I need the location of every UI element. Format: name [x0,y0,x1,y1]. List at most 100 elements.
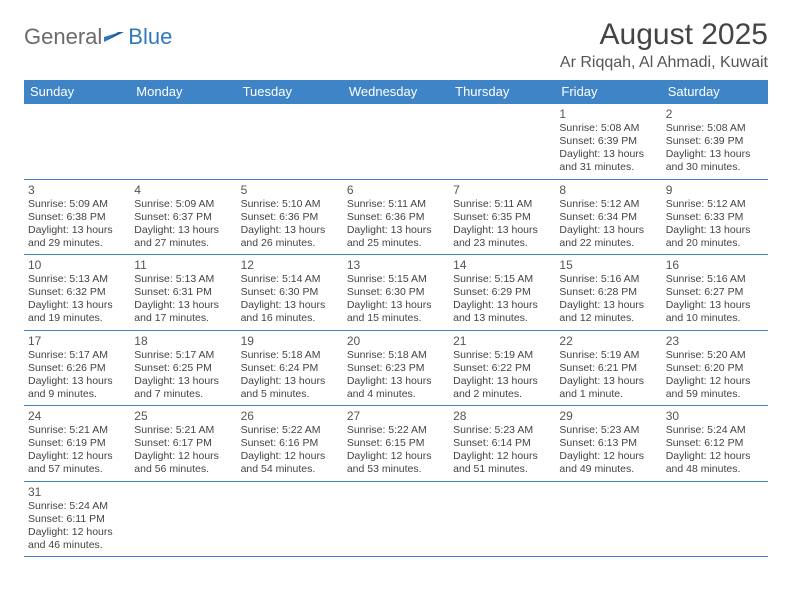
calendar-cell: 8Sunrise: 5:12 AMSunset: 6:34 PMDaylight… [555,179,661,255]
day-details: Sunrise: 5:19 AMSunset: 6:21 PMDaylight:… [559,349,657,402]
day-number: 17 [28,334,126,348]
day-details: Sunrise: 5:22 AMSunset: 6:16 PMDaylight:… [241,424,339,477]
daylight-line: Daylight: 13 hours and 23 minutes. [453,224,551,250]
day-details: Sunrise: 5:11 AMSunset: 6:35 PMDaylight:… [453,198,551,251]
sunrise-line: Sunrise: 5:19 AM [559,349,657,362]
sunrise-line: Sunrise: 5:13 AM [28,273,126,286]
daylight-line: Daylight: 13 hours and 19 minutes. [28,299,126,325]
day-header-row: SundayMondayTuesdayWednesdayThursdayFrid… [24,80,768,104]
daylight-line: Daylight: 13 hours and 25 minutes. [347,224,445,250]
day-details: Sunrise: 5:15 AMSunset: 6:30 PMDaylight:… [347,273,445,326]
daylight-line: Daylight: 13 hours and 2 minutes. [453,375,551,401]
day-number: 5 [241,183,339,197]
sunrise-line: Sunrise: 5:09 AM [28,198,126,211]
daylight-line: Daylight: 13 hours and 22 minutes. [559,224,657,250]
sunset-line: Sunset: 6:39 PM [666,135,764,148]
sunrise-line: Sunrise: 5:10 AM [241,198,339,211]
day-details: Sunrise: 5:23 AMSunset: 6:14 PMDaylight:… [453,424,551,477]
daylight-line: Daylight: 12 hours and 51 minutes. [453,450,551,476]
day-details: Sunrise: 5:11 AMSunset: 6:36 PMDaylight:… [347,198,445,251]
sunset-line: Sunset: 6:19 PM [28,437,126,450]
day-header: Thursday [449,80,555,104]
daylight-line: Daylight: 13 hours and 30 minutes. [666,148,764,174]
day-details: Sunrise: 5:18 AMSunset: 6:24 PMDaylight:… [241,349,339,402]
calendar-cell-empty [449,104,555,180]
sunrise-line: Sunrise: 5:12 AM [666,198,764,211]
day-details: Sunrise: 5:24 AMSunset: 6:12 PMDaylight:… [666,424,764,477]
calendar-cell: 9Sunrise: 5:12 AMSunset: 6:33 PMDaylight… [662,179,768,255]
sunset-line: Sunset: 6:37 PM [134,211,232,224]
calendar-cell: 26Sunrise: 5:22 AMSunset: 6:16 PMDayligh… [237,406,343,482]
day-details: Sunrise: 5:10 AMSunset: 6:36 PMDaylight:… [241,198,339,251]
calendar-cell: 20Sunrise: 5:18 AMSunset: 6:23 PMDayligh… [343,330,449,406]
daylight-line: Daylight: 12 hours and 53 minutes. [347,450,445,476]
calendar-table: SundayMondayTuesdayWednesdayThursdayFrid… [24,80,768,557]
calendar-cell: 23Sunrise: 5:20 AMSunset: 6:20 PMDayligh… [662,330,768,406]
sunset-line: Sunset: 6:27 PM [666,286,764,299]
day-number: 29 [559,409,657,423]
sunset-line: Sunset: 6:13 PM [559,437,657,450]
calendar-cell: 4Sunrise: 5:09 AMSunset: 6:37 PMDaylight… [130,179,236,255]
sunrise-line: Sunrise: 5:16 AM [559,273,657,286]
calendar-row: 1Sunrise: 5:08 AM Sunset: 6:39 PMDaylight… [24,104,768,180]
sunset-line: Sunset: 6:28 PM [559,286,657,299]
sunset-line: Sunset: 6:15 PM [347,437,445,450]
calendar-cell: 30Sunrise: 5:24 AMSunset: 6:12 PMDayligh… [662,406,768,482]
calendar-cell: 24Sunrise: 5:21 AMSunset: 6:19 PMDayligh… [24,406,130,482]
sunrise-line: Sunrise: 5:08 AM [559,122,657,135]
daylight-line: Daylight: 12 hours and 57 minutes. [28,450,126,476]
day-details: Sunrise: 5:16 AMSunset: 6:27 PMDaylight:… [666,273,764,326]
location: Ar Riqqah, Al Ahmadi, Kuwait [24,54,768,72]
sunset-line: Sunset: 6:38 PM [28,211,126,224]
day-number: 19 [241,334,339,348]
sunrise-line: Sunrise: 5:14 AM [241,273,339,286]
daylight-line: Daylight: 13 hours and 5 minutes. [241,375,339,401]
calendar-cell-empty [449,481,555,557]
daylight-line: Daylight: 13 hours and 20 minutes. [666,224,764,250]
day-number: 26 [241,409,339,423]
sunrise-line: Sunrise: 5:23 AM [559,424,657,437]
sunset-line: Sunset: 6:36 PM [347,211,445,224]
daylight-line: Daylight: 12 hours and 49 minutes. [559,450,657,476]
calendar-cell: 10Sunrise: 5:13 AMSunset: 6:32 PMDayligh… [24,255,130,331]
sunset-line: Sunset: 6:36 PM [241,211,339,224]
day-details: Sunrise: 5:12 AMSunset: 6:34 PMDaylight:… [559,198,657,251]
day-number: 8 [559,183,657,197]
calendar-cell-empty [343,481,449,557]
day-header: Friday [555,80,661,104]
day-header: Monday [130,80,236,104]
daylight-line: Daylight: 13 hours and 1 minute. [559,375,657,401]
calendar-cell: 25Sunrise: 5:21 AMSunset: 6:17 PMDayligh… [130,406,236,482]
sunrise-line: Sunrise: 5:15 AM [453,273,551,286]
calendar-row: 24Sunrise: 5:21 AMSunset: 6:19 PMDayligh… [24,406,768,482]
day-details: Sunrise: 5:13 AMSunset: 6:31 PMDaylight:… [134,273,232,326]
calendar-cell: 12Sunrise: 5:14 AMSunset: 6:30 PMDayligh… [237,255,343,331]
calendar-cell: 28Sunrise: 5:23 AMSunset: 6:14 PMDayligh… [449,406,555,482]
day-details: Sunrise: 5:13 AMSunset: 6:32 PMDaylight:… [28,273,126,326]
sunrise-line: Sunrise: 5:21 AM [28,424,126,437]
calendar-cell: 15Sunrise: 5:16 AMSunset: 6:28 PMDayligh… [555,255,661,331]
calendar-cell-empty [130,481,236,557]
day-details: Sunrise: 5:19 AMSunset: 6:22 PMDaylight:… [453,349,551,402]
sunrise-line: Sunrise: 5:13 AM [134,273,232,286]
sunrise-line: Sunrise: 5:19 AM [453,349,551,362]
day-details: Sunrise: 5:14 AMSunset: 6:30 PMDaylight:… [241,273,339,326]
day-details: Sunrise: 5:15 AMSunset: 6:29 PMDaylight:… [453,273,551,326]
day-number: 12 [241,258,339,272]
daylight-line: Daylight: 12 hours and 48 minutes. [666,450,764,476]
daylight-line: Daylight: 12 hours and 54 minutes. [241,450,339,476]
calendar-cell: 21Sunrise: 5:19 AMSunset: 6:22 PMDayligh… [449,330,555,406]
day-number: 24 [28,409,126,423]
sunset-line: Sunset: 6:31 PM [134,286,232,299]
day-number: 14 [453,258,551,272]
day-details: Sunrise: 5:21 AMSunset: 6:17 PMDaylight:… [134,424,232,477]
daylight-line: Daylight: 13 hours and 10 minutes. [666,299,764,325]
flag-icon [104,24,126,50]
day-details: Sunrise: 5:22 AMSunset: 6:15 PMDaylight:… [347,424,445,477]
sunrise-line: Sunrise: 5:11 AM [453,198,551,211]
day-number: 27 [347,409,445,423]
day-details: Sunrise: 5:24 AMSunset: 6:11 PMDaylight:… [28,500,126,553]
calendar-cell-empty [555,481,661,557]
day-number: 1 [559,107,657,121]
logo: General Blue [24,18,172,50]
